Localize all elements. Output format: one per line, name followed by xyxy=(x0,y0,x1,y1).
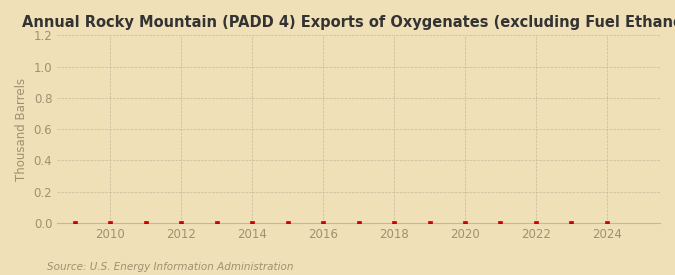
Text: Source: U.S. Energy Information Administration: Source: U.S. Energy Information Administ… xyxy=(47,262,294,272)
Y-axis label: Thousand Barrels: Thousand Barrels xyxy=(15,78,28,181)
Title: Annual Rocky Mountain (PADD 4) Exports of Oxygenates (excluding Fuel Ethanol): Annual Rocky Mountain (PADD 4) Exports o… xyxy=(22,15,675,30)
